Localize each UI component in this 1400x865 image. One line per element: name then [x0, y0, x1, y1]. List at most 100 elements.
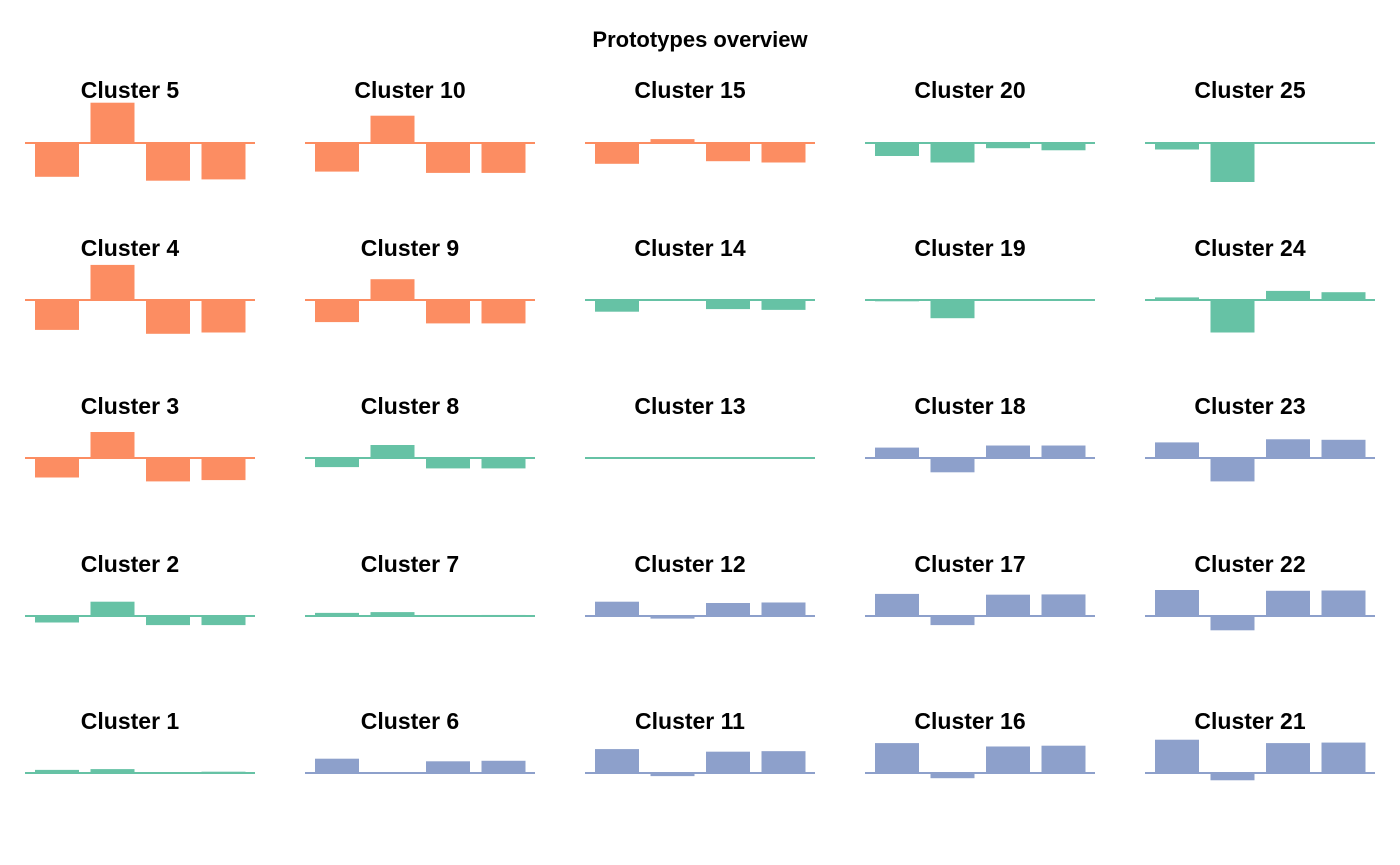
- bar: [1210, 143, 1255, 182]
- bar: [930, 300, 975, 319]
- bar: [35, 458, 79, 478]
- bar: [426, 761, 470, 773]
- bar: [1210, 773, 1255, 781]
- cluster-panel: Cluster 10: [305, 77, 535, 173]
- bar: [426, 143, 470, 173]
- bar: [1155, 442, 1199, 458]
- bar: [1041, 745, 1086, 773]
- bar: [90, 102, 135, 143]
- bar: [35, 616, 79, 623]
- bar: [875, 593, 919, 616]
- bar: [595, 300, 639, 312]
- bar: [315, 458, 359, 468]
- cluster-panel: Cluster 23: [1145, 393, 1375, 482]
- bar: [35, 300, 79, 330]
- bar: [1210, 458, 1255, 482]
- cluster-panel: Cluster 4: [25, 235, 255, 334]
- bar: [875, 743, 919, 773]
- bar: [706, 300, 750, 310]
- bar: [370, 612, 415, 616]
- bar: [650, 773, 695, 777]
- bar: [986, 445, 1030, 458]
- bar: [201, 616, 246, 626]
- bar: [1321, 439, 1366, 458]
- bar: [315, 300, 359, 323]
- chart-title: Prototypes overview: [592, 27, 808, 52]
- bar: [35, 143, 79, 177]
- bar: [1210, 616, 1255, 631]
- panel-title: Cluster 11: [635, 708, 745, 734]
- bar: [930, 773, 975, 779]
- cluster-panel: Cluster 9: [305, 235, 535, 324]
- bar: [315, 143, 359, 172]
- panel-title: Cluster 20: [914, 77, 1025, 103]
- panel-title: Cluster 8: [361, 393, 460, 419]
- bar: [1041, 445, 1086, 458]
- panel-title: Cluster 15: [634, 77, 745, 103]
- bar: [1155, 590, 1199, 616]
- cluster-panel: Cluster 3: [25, 393, 255, 482]
- bar: [1155, 143, 1199, 150]
- panel-title: Cluster 12: [634, 551, 745, 577]
- bar: [146, 143, 190, 181]
- bar: [595, 749, 639, 773]
- panel-title: Cluster 5: [81, 77, 180, 103]
- cluster-panel: Cluster 24: [1145, 235, 1375, 333]
- bar: [875, 447, 919, 458]
- bar: [481, 300, 526, 324]
- bar: [1321, 742, 1366, 773]
- cluster-panel: Cluster 16: [865, 708, 1095, 779]
- bar: [761, 300, 806, 310]
- panel-title: Cluster 6: [361, 708, 459, 734]
- bar: [1266, 290, 1310, 300]
- bar: [426, 458, 470, 469]
- bar: [90, 601, 135, 616]
- cluster-panel: Cluster 25: [1145, 77, 1375, 182]
- panel-title: Cluster 16: [914, 708, 1025, 734]
- panel-title: Cluster 22: [1194, 551, 1305, 577]
- panel-title: Cluster 13: [634, 393, 745, 419]
- cluster-panel: Cluster 18: [865, 393, 1095, 473]
- bar: [1155, 297, 1199, 300]
- panel-title: Cluster 10: [354, 77, 465, 103]
- bar: [875, 143, 919, 156]
- bar: [595, 143, 639, 164]
- panel-title: Cluster 14: [634, 235, 745, 261]
- bar: [1266, 590, 1310, 616]
- panel-title: Cluster 24: [1194, 235, 1305, 261]
- bar: [201, 300, 246, 333]
- bar: [370, 445, 415, 458]
- cluster-panels: Cluster 5 Cluster 10 Cluster 15 Cluster 20 C…: [25, 77, 1375, 781]
- bar: [90, 769, 135, 773]
- bar: [481, 760, 526, 773]
- bar: [201, 143, 246, 180]
- bar: [426, 300, 470, 324]
- bar: [1155, 739, 1199, 773]
- bar: [986, 143, 1030, 149]
- panel-title: Cluster 7: [361, 551, 459, 577]
- panel-title: Cluster 9: [361, 235, 459, 261]
- bar: [595, 601, 639, 616]
- bar: [986, 594, 1030, 616]
- cluster-panel: Cluster 8: [305, 393, 535, 469]
- bar: [986, 746, 1030, 773]
- cluster-panel: Cluster 13: [585, 393, 815, 459]
- bar: [650, 139, 695, 143]
- bar: [930, 143, 975, 163]
- cluster-panel: Cluster 15: [585, 77, 815, 164]
- cluster-panel: Cluster 7: [305, 551, 535, 617]
- bar: [1266, 439, 1310, 458]
- cluster-panel: Cluster 20: [865, 77, 1095, 163]
- bar: [1041, 594, 1086, 616]
- bar: [1321, 292, 1366, 300]
- panel-title: Cluster 23: [1194, 393, 1305, 419]
- bar: [706, 143, 750, 162]
- bar: [706, 751, 750, 773]
- bar: [1041, 143, 1086, 151]
- bar: [930, 616, 975, 626]
- panel-title: Cluster 2: [81, 551, 179, 577]
- bar: [930, 458, 975, 473]
- panel-title: Cluster 25: [1194, 77, 1305, 103]
- bar: [201, 458, 246, 481]
